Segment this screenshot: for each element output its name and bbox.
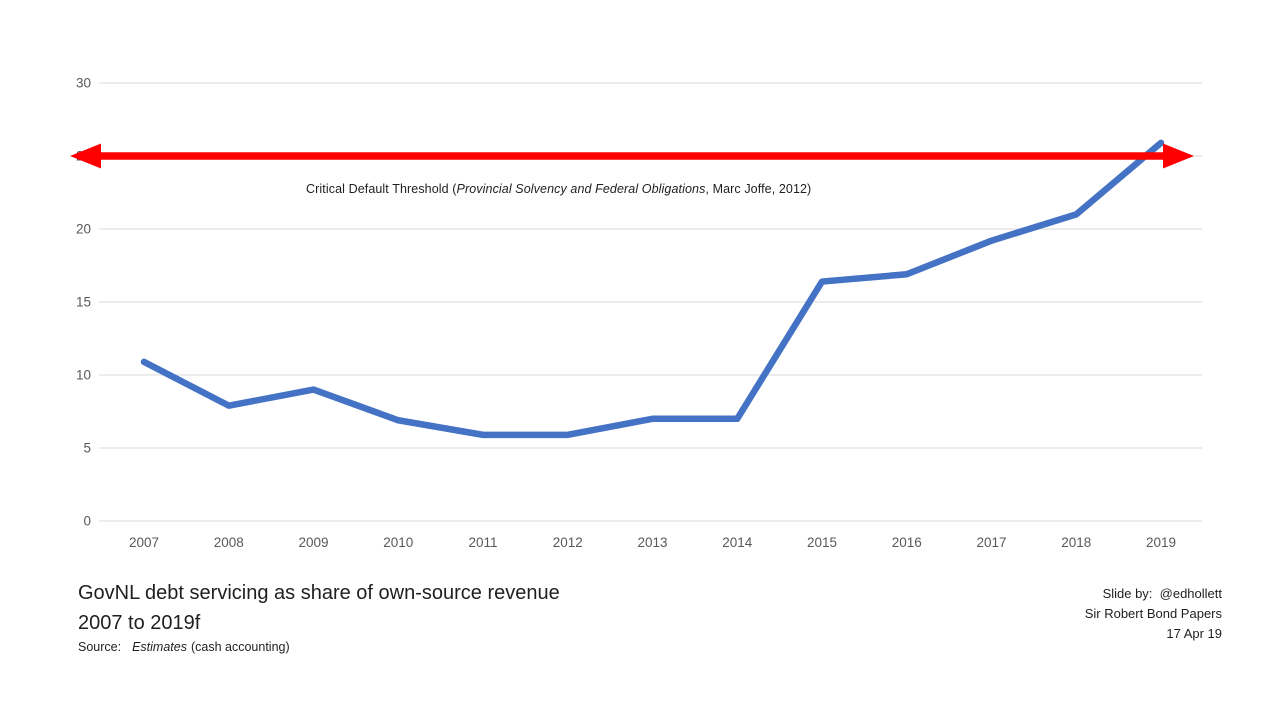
chart-title-line-2: 2007 to 2019f <box>78 612 201 634</box>
threshold-annotation-citation: Provincial Solvency and Federal Obligati… <box>456 182 706 196</box>
chart-title-line-1: GovNL debt servicing as share of own-sou… <box>78 582 560 604</box>
source-label: Source: <box>78 640 122 654</box>
x-axis-tick-label: 2010 <box>383 535 413 550</box>
credit-author: Slide by: @edhollett <box>1102 586 1222 601</box>
y-axis-tick-label: 20 <box>76 222 91 237</box>
x-axis-tick-label: 2012 <box>553 535 583 550</box>
x-axis-tick-label: 2014 <box>722 535 753 550</box>
threshold-annotation-suffix: , Marc Joffe, 2012) <box>705 182 812 196</box>
x-axis-tick-label: 2017 <box>976 535 1006 550</box>
x-axis-tick-label: 2018 <box>1061 535 1091 550</box>
x-axis-tick-label: 2009 <box>298 535 328 550</box>
source-suffix: (cash accounting) <box>190 640 290 654</box>
debt-servicing-series-line <box>140 139 1165 439</box>
credit-publication: Sir Robert Bond Papers <box>1084 606 1222 621</box>
source-name: Estimates <box>132 640 187 654</box>
y-axis-tick-label: 10 <box>76 368 91 383</box>
y-axis-tick-label: 5 <box>83 441 91 456</box>
y-axis-tick-label: 30 <box>76 76 91 91</box>
x-axis-tick-label: 2013 <box>637 535 667 550</box>
x-axis-tick-label: 2008 <box>214 535 244 550</box>
threshold-arrow-right-head <box>1163 143 1194 169</box>
x-axis-tick-label: 2019 <box>1146 535 1176 550</box>
credit-block: Slide by: @edhollett Sir Robert Bond Pap… <box>1085 584 1222 644</box>
x-axis-tick-label: 2015 <box>807 535 837 550</box>
threshold-annotation: Critical Default Threshold (Provincial S… <box>306 182 811 196</box>
y-axis-tick-label: 15 <box>76 295 91 310</box>
credit-date: 17 Apr 19 <box>1166 626 1222 641</box>
threshold-arrow-left-head <box>70 143 101 169</box>
x-axis-tick-label: 2007 <box>129 535 159 550</box>
x-axis-tick-label: 2011 <box>468 535 497 550</box>
threshold-annotation-prefix: Critical Default Threshold ( <box>306 182 457 196</box>
y-axis-tick-label: 0 <box>83 514 91 529</box>
x-axis-tick-label: 2016 <box>892 535 922 550</box>
source-note: Source: Estimates (cash accounting) <box>78 640 560 654</box>
chart-title-block: GovNL debt servicing as share of own-sou… <box>78 578 560 654</box>
